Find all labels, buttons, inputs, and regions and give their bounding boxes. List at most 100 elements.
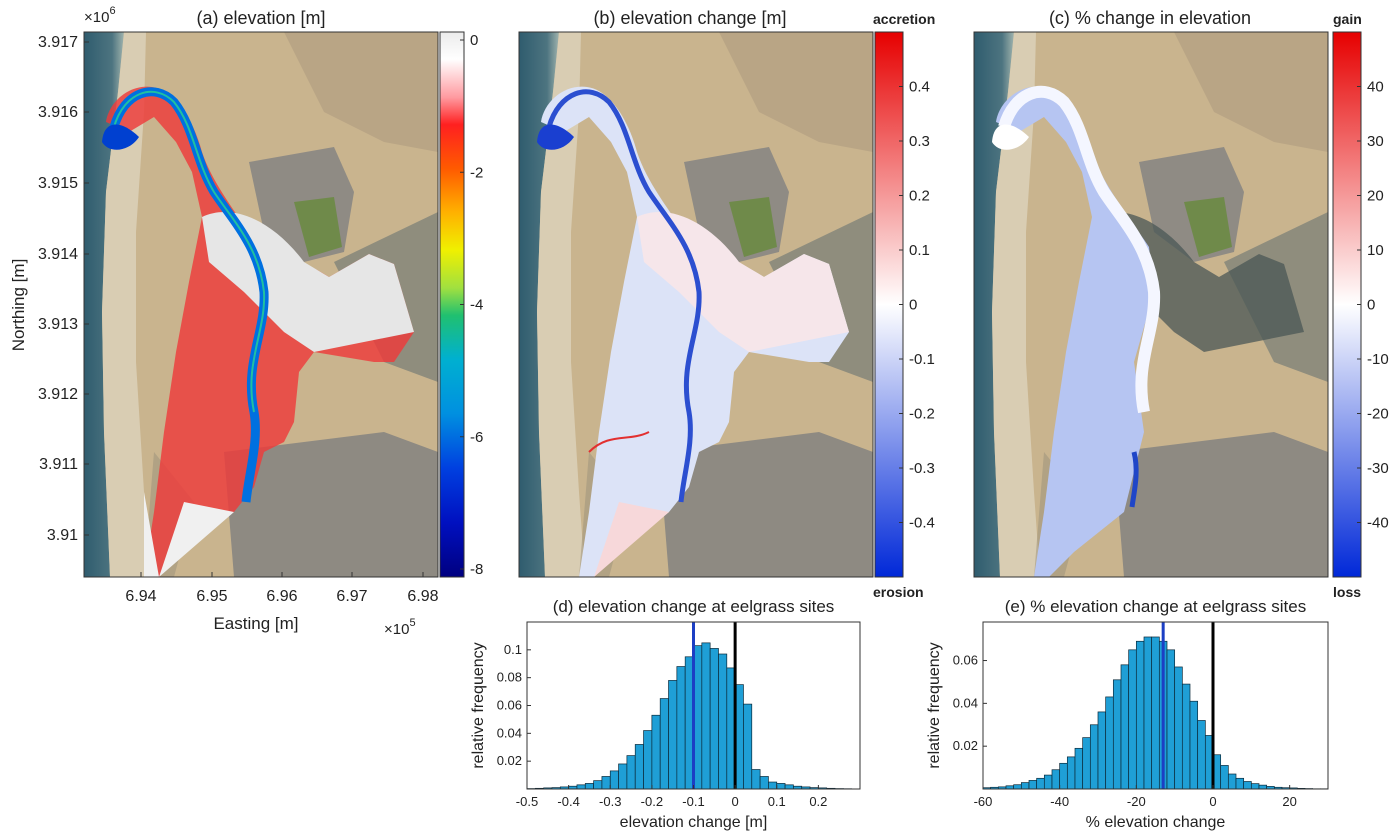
panel-a-ytick-label: 3.914 — [38, 246, 78, 263]
colorbar-b — [874, 31, 904, 578]
panel-c-title: (c) % change in elevation — [1049, 8, 1251, 28]
panel-a-ytick-label: 3.916 — [38, 104, 78, 121]
hist-e-ytick-label: 0.06 — [953, 653, 978, 668]
histogram-e: (e) % elevation change at eelgrass sites… — [926, 597, 1329, 831]
hist-d-bar — [609, 770, 619, 790]
panel-a-xtick-label: 6.96 — [266, 588, 297, 605]
hist-e-bar — [1174, 666, 1183, 790]
panel-a-yticks: 3.917 3.916 3.915 3.914 3.913 3.912 3.911 3.91 — [38, 34, 89, 544]
colorbar-a-tick-label: -4 — [470, 297, 483, 314]
hist-e-bar — [1128, 649, 1137, 790]
hist-e-bar — [1036, 777, 1045, 790]
colorbar-b-tick-label: 0.4 — [909, 79, 930, 96]
hist-e-bar — [1189, 700, 1199, 790]
hist-d-xtick-label: 0.2 — [809, 794, 827, 809]
colorbar-b-bottom-label: erosion — [873, 584, 924, 600]
colorbar-c-tick-label: 40 — [1367, 79, 1384, 96]
hist-e-bar — [1089, 724, 1099, 790]
colorbar-c-ticks: 40 30 20 10 0 -10 -20 -30 -40 — [1357, 79, 1389, 532]
panel-a-xtick-label: 6.95 — [196, 588, 227, 605]
colorbar-a-tick-label: -6 — [470, 429, 483, 446]
panel-a-axes — [83, 31, 439, 578]
panel-a: (a) elevation [m] 3.9173.9163.9153.9143.… — [9, 5, 483, 638]
main-channel-change — [546, 89, 702, 503]
hist-e-axes — [982, 621, 1329, 790]
hist-d-bar — [701, 642, 711, 790]
hist-d-ytick-label: 0.08 — [497, 670, 522, 685]
panel-b: (b) elevation change [m] accretion erosi… — [518, 8, 935, 600]
panel-a-xtick-label: 6.97 — [336, 588, 367, 605]
colorbar-c-tick-label: 0 — [1367, 297, 1375, 314]
colorbar-b-top-label: accretion — [873, 11, 935, 27]
hist-e-bar — [1151, 636, 1160, 790]
hist-d-ytick-label: 0.02 — [497, 753, 522, 768]
hist-d-bar — [718, 653, 728, 790]
hist-e-bar — [1112, 679, 1122, 790]
hist-e-bar — [1105, 696, 1114, 790]
colorbar-c-tick-label: -30 — [1367, 460, 1389, 477]
histogram-d: (d) elevation change at eelgrass sites -0… — [470, 597, 861, 831]
panel-a-x-exponent: ×105 — [384, 617, 416, 638]
hist-e-bar — [1074, 747, 1084, 790]
hist-e-bar — [1097, 711, 1107, 790]
colorbar-c-bottom-label: loss — [1333, 584, 1361, 600]
hist-e-ytick-label: 0.02 — [953, 738, 978, 753]
hist-e-bar — [1220, 765, 1229, 790]
hist-e-xlabel: % elevation change — [1086, 814, 1226, 831]
hist-d-ytick-label: 0.04 — [497, 725, 522, 740]
hist-d-bar — [676, 666, 686, 790]
colorbar-b-tick-label: 0.2 — [909, 188, 930, 205]
hist-d-bar — [584, 783, 594, 790]
colorbar-b-tick-label: -0.2 — [909, 406, 935, 423]
hist-e-bar — [1020, 782, 1030, 790]
panel-a-xticks: 6.94 6.95 6.96 6.97 6.98 — [125, 572, 439, 605]
panel-a-y-exponent: ×106 — [84, 5, 116, 26]
panel-c: (c) % change in elevation gain loss 40 30… — [973, 8, 1389, 600]
hist-e-bar — [1197, 720, 1206, 790]
panel-a-ylabel: Northing [m] — [9, 259, 28, 352]
hist-d-title: (d) elevation change at eelgrass sites — [553, 597, 835, 616]
colorbar-b-ticks: 0.4 0.3 0.2 0.1 0 -0.1 -0.2 -0.3 -0.4 — [899, 79, 935, 532]
hist-e-xtick-label: -60 — [974, 794, 993, 809]
colorbar-c-tick-label: 20 — [1367, 188, 1384, 205]
hist-d-bar — [759, 776, 769, 790]
colorbar-b-tick-label: 0 — [909, 297, 917, 314]
hist-e-bar — [1066, 756, 1076, 790]
colorbar-b-tick-label: 0.3 — [909, 133, 930, 150]
hist-e-bar — [1235, 777, 1245, 790]
panel-b-axes — [518, 31, 874, 578]
hist-d-ylabel: relative frequency — [470, 642, 487, 768]
hist-d-bar — [784, 784, 794, 790]
colorbar-c-tick-label: -40 — [1367, 515, 1389, 532]
hist-e-bar — [1143, 636, 1153, 790]
hist-e-bar — [1028, 780, 1038, 790]
colorbar-c-tick-label: 30 — [1367, 133, 1384, 150]
hist-e-bar — [1043, 774, 1053, 790]
colorbar-c — [1332, 31, 1362, 578]
colorbar-a-tick-label: 0 — [470, 32, 478, 49]
hist-e-bar — [1250, 783, 1260, 790]
panel-a-title: (a) elevation [m] — [196, 8, 325, 28]
hist-d-bar — [601, 776, 611, 790]
hist-d-bar — [668, 680, 678, 790]
colorbar-b-tick-label: -0.1 — [909, 351, 935, 368]
colorbar-b-tick-label: 0.1 — [909, 242, 930, 259]
panel-a-xlabel: Easting [m] — [213, 614, 298, 633]
hist-e-bar — [1166, 649, 1176, 790]
hist-d-bar — [634, 744, 644, 790]
hist-d-bar — [768, 781, 778, 790]
hist-d-bar — [659, 698, 669, 790]
hist-d-bar — [576, 784, 586, 790]
hist-e-xtick-label: -20 — [1127, 794, 1146, 809]
hist-d-xtick-label: 0.1 — [768, 794, 786, 809]
hist-e-bar — [1227, 773, 1237, 790]
hist-d-xtick-label: -0.3 — [599, 794, 621, 809]
panel-a-ytick-label: 3.917 — [38, 34, 78, 51]
colorbar-a-tick-label: -2 — [470, 164, 483, 181]
hist-d-bar — [626, 755, 636, 790]
hist-d-ytick-label: 0.06 — [497, 698, 522, 713]
hist-d-bar — [776, 783, 786, 790]
hist-e-bar — [1013, 784, 1022, 790]
hist-d-bar — [751, 769, 761, 790]
